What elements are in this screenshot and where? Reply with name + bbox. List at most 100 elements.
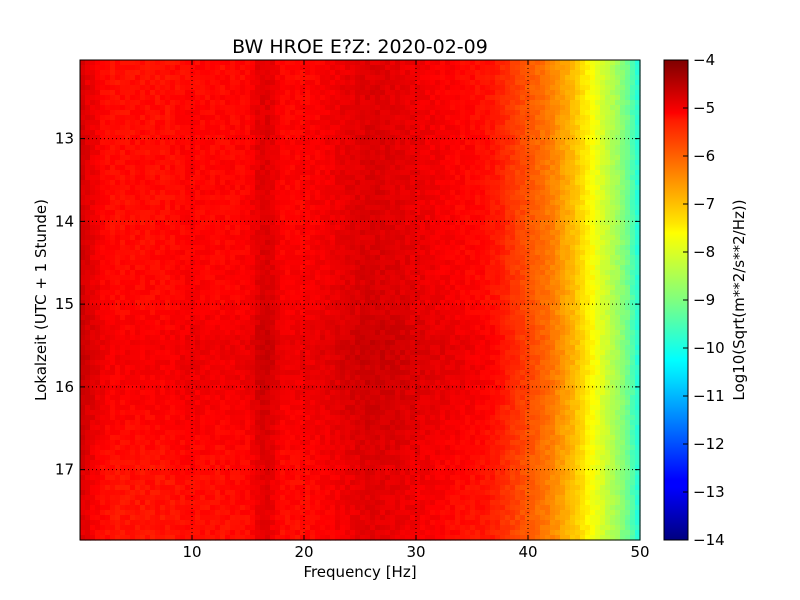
heatmap-cell [440,130,446,136]
heatmap-cell [410,205,416,211]
heatmap-cell [285,275,291,281]
heatmap-cell [215,240,221,246]
heatmap-cell [285,190,291,196]
heatmap-cell [155,250,161,256]
heatmap-cell [90,75,96,81]
heatmap-cell [420,135,426,141]
heatmap-cell [90,275,96,281]
heatmap-cell [400,210,406,216]
heatmap-cell [510,80,516,86]
heatmap-cell [370,140,376,146]
heatmap-cell [155,240,161,246]
heatmap-cell [310,280,316,286]
heatmap-cell [85,220,91,226]
heatmap-cell [200,255,206,261]
heatmap-cell [85,70,91,76]
heatmap-cell [255,115,261,121]
heatmap-cell [180,210,186,216]
heatmap-cell [635,250,641,256]
heatmap-cell [300,220,306,226]
heatmap-cell [200,90,206,96]
heatmap-cell [455,175,461,181]
heatmap-cell [625,145,631,151]
heatmap-cell [535,60,541,66]
heatmap-cell [625,80,631,86]
heatmap-cell [120,240,126,246]
heatmap-cell [100,260,106,266]
heatmap-cell [555,250,561,256]
heatmap-cell [130,225,136,231]
heatmap-cell [420,185,426,191]
heatmap-cell [425,220,431,226]
heatmap-cell [585,260,591,266]
heatmap-cell [180,225,186,231]
heatmap-cell [85,125,91,131]
heatmap-cell [635,150,641,156]
heatmap-cell [550,170,556,176]
heatmap-cell [90,115,96,121]
heatmap-cell [415,60,421,66]
heatmap-cell [325,75,331,81]
heatmap-cell [550,275,556,281]
heatmap-cell [95,130,101,136]
heatmap-cell [255,80,261,86]
heatmap-cell [580,160,586,166]
heatmap-cell [350,210,356,216]
heatmap-cell [320,160,326,166]
heatmap-cell [260,215,266,221]
heatmap-cell [375,205,381,211]
heatmap-cell [195,275,201,281]
heatmap-cell [540,240,546,246]
heatmap-cell [345,190,351,196]
heatmap-cell [400,280,406,286]
heatmap-cell [455,195,461,201]
heatmap-cell [445,65,451,71]
heatmap-cell [160,115,166,121]
heatmap-cell [530,60,536,66]
heatmap-cell [290,250,296,256]
heatmap-cell [480,140,486,146]
heatmap-cell [335,230,341,236]
heatmap-cell [285,140,291,146]
heatmap-cell [610,225,616,231]
heatmap-cell [105,220,111,226]
heatmap-cell [165,95,171,101]
heatmap-cell [490,80,496,86]
heatmap-cell [300,140,306,146]
heatmap-cell [90,260,96,266]
heatmap-cell [330,65,336,71]
heatmap-cell [80,130,86,136]
heatmap-cell [340,165,346,171]
heatmap-cell [500,195,506,201]
heatmap-cell [615,165,621,171]
heatmap-cell [160,120,166,126]
heatmap-cell [580,200,586,206]
heatmap-cell [465,75,471,81]
heatmap-cell [115,145,121,151]
heatmap-cell [480,60,486,66]
heatmap-cell [250,65,256,71]
heatmap-cell [260,80,266,86]
heatmap-cell [80,160,86,166]
heatmap-cell [625,255,631,261]
heatmap-cell [615,175,621,181]
heatmap-cell [615,140,621,146]
heatmap-cell [600,245,606,251]
heatmap-cell [240,140,246,146]
heatmap-cell [110,225,116,231]
heatmap-cell [175,205,181,211]
heatmap-cell [315,80,321,86]
heatmap-cell [265,190,271,196]
heatmap-cell [340,245,346,251]
heatmap-cell [490,165,496,171]
heatmap-cell [170,130,176,136]
heatmap-cell [380,235,386,241]
heatmap-cell [480,125,486,131]
heatmap-cell [370,170,376,176]
heatmap-cell [595,140,601,146]
heatmap-cell [330,275,336,281]
heatmap-cell [615,95,621,101]
heatmap-cell [520,210,526,216]
heatmap-cell [335,150,341,156]
